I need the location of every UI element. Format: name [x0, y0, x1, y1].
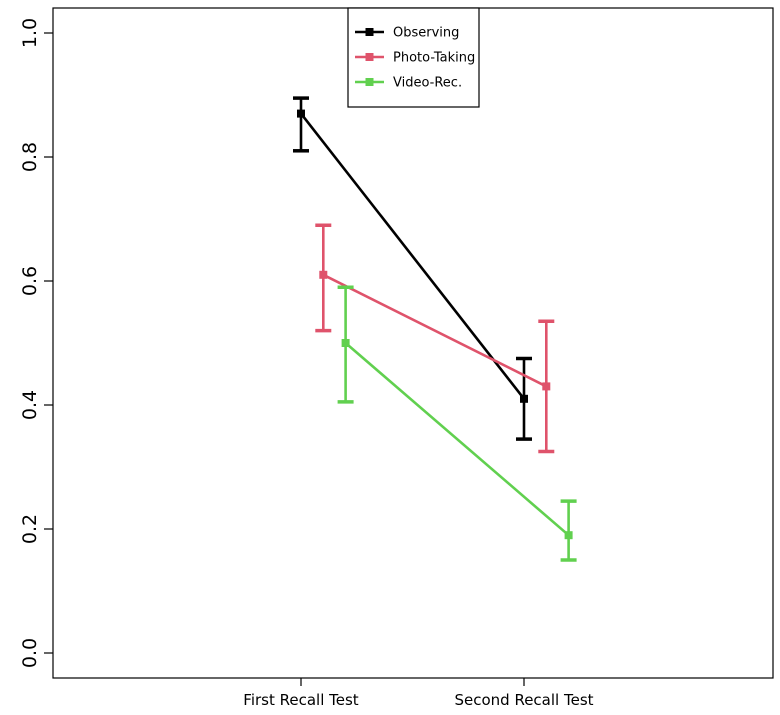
legend-label: Photo-Taking — [393, 51, 475, 66]
data-point — [341, 339, 350, 347]
legend-label: Video-Rec. — [393, 76, 462, 91]
legend-marker — [365, 78, 374, 86]
x-axis: First Recall Test Second Recall Test — [243, 678, 594, 709]
y-tick-label: 1.0 — [19, 18, 41, 48]
series-line — [299, 112, 526, 400]
legend: Observing Photo-Taking Video-Rec. — [347, 7, 480, 108]
data-point — [564, 531, 573, 540]
legend-marker — [365, 28, 374, 36]
legend-label: Observing — [393, 26, 459, 41]
legend-marker — [365, 53, 374, 61]
series-line — [344, 342, 570, 537]
y-tick-label: 0.0 — [19, 638, 41, 668]
data-point — [319, 270, 328, 279]
x-tick-label: Second Recall Test — [454, 691, 593, 709]
series-layer — [293, 96, 577, 562]
y-tick-label: 0.6 — [19, 266, 41, 296]
data-point — [297, 109, 305, 118]
plot-frame — [52, 7, 774, 679]
series-video-rec — [337, 285, 577, 562]
series-line — [322, 273, 547, 388]
y-tick-label: 0.8 — [19, 142, 41, 172]
series-photo-taking — [315, 223, 555, 454]
series-observing — [293, 96, 532, 441]
data-point — [542, 382, 551, 391]
y-tick-label: 0.2 — [19, 514, 41, 544]
y-tick-label: 0.4 — [19, 390, 41, 420]
x-tick-label: First Recall Test — [243, 691, 359, 709]
y-axis: 0.0 0.2 0.4 0.6 0.8 1.0 — [19, 18, 53, 668]
data-point — [520, 394, 528, 403]
